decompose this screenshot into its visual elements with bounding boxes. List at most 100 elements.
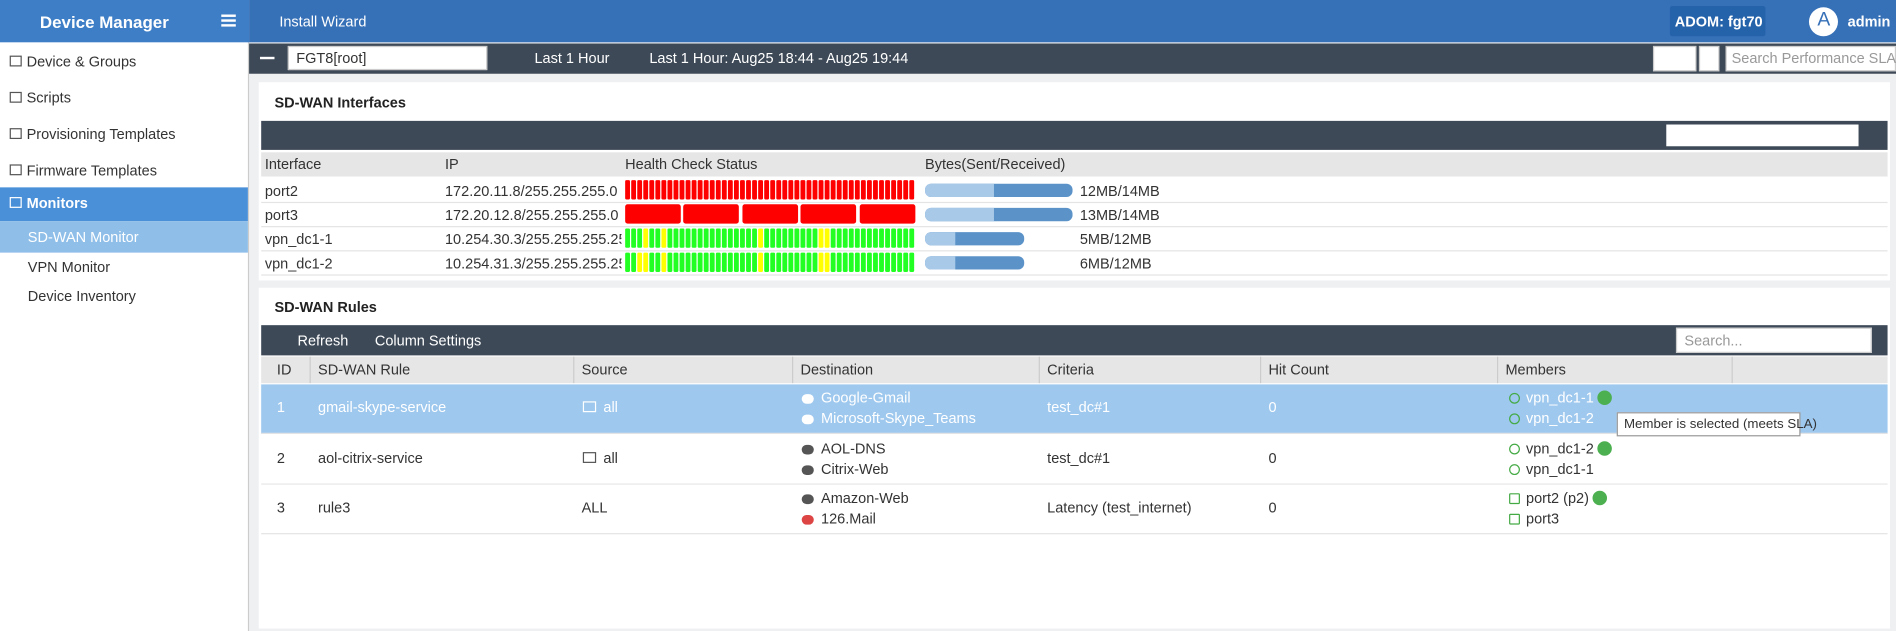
refresh[interactable]: Refresh [297, 332, 349, 350]
menu-icon [9, 197, 22, 208]
health-seg [733, 252, 739, 272]
menu-item[interactable]: Device & Groups [26, 53, 137, 71]
menu-item[interactable]: Scripts [26, 89, 71, 107]
health-seg [812, 228, 818, 248]
health-seg [643, 180, 649, 200]
column-header: IP [444, 155, 459, 173]
search[interactable] [1666, 124, 1859, 147]
tooltip-text: Member is selected (meets SLA) [1623, 417, 1817, 432]
health-seg [909, 252, 915, 272]
health-seg [788, 228, 794, 248]
health-seg [683, 204, 740, 224]
health-seg [903, 252, 909, 272]
sla-search[interactable] [1725, 45, 1896, 72]
health-seg [842, 180, 848, 200]
interface: vpn_dc1-1 [264, 230, 333, 248]
search[interactable] [1675, 327, 1872, 353]
interface: port2 [264, 182, 298, 200]
health-seg [866, 228, 872, 248]
health-seg [721, 252, 727, 272]
health-seg [859, 204, 915, 224]
bytes-sent [925, 183, 994, 198]
health-seg [909, 180, 915, 200]
health-seg [649, 228, 655, 248]
health-seg [764, 228, 770, 248]
destination-icon [801, 394, 814, 404]
health-seg [854, 252, 860, 272]
health-seg [727, 180, 733, 200]
sidebar-title[interactable]: Device Manager [39, 12, 169, 32]
range[interactable]: Last 1 Hour [534, 49, 610, 67]
health-seg [752, 252, 757, 272]
bytes-sent [925, 232, 956, 246]
health-seg [625, 204, 681, 224]
search-placeholder: Search... [1684, 332, 1743, 350]
toolbar [249, 43, 1896, 74]
destination: Citrix-Web [821, 459, 889, 477]
health-seg [873, 180, 878, 200]
health-seg [848, 252, 854, 272]
health-seg [673, 180, 679, 200]
health-seg [673, 252, 679, 272]
member: port2 (p2) [1526, 489, 1589, 507]
bytes: 12MB/14MB [1079, 182, 1160, 200]
sla-search-placeholder: Search Performance SLA [1731, 49, 1896, 67]
table-header [261, 356, 1888, 384]
source-icon [582, 401, 597, 413]
install-wizard[interactable]: Install Wizard [279, 13, 367, 31]
menu-icon[interactable] [221, 14, 236, 27]
hit-count: 0 [1268, 449, 1277, 466]
row-line [261, 226, 1888, 228]
row[interactable] [261, 484, 1888, 535]
column-separator [573, 356, 575, 384]
menu-item[interactable]: Provisioning Templates [26, 125, 176, 143]
dropdown-button[interactable] [1698, 45, 1720, 72]
selected-row[interactable] [261, 384, 1888, 434]
health-seg [715, 180, 721, 200]
adom-box[interactable] [1669, 6, 1766, 37]
health-seg [637, 180, 643, 200]
submenu-item[interactable]: SD-WAN Monitor [27, 228, 139, 246]
submenu-item[interactable]: Device Inventory [27, 287, 136, 305]
source: all [603, 449, 618, 466]
health-seg [854, 180, 860, 200]
health-seg [631, 180, 637, 200]
column-header: Hit Count [1268, 361, 1329, 379]
health-seg [879, 228, 884, 248]
health-seg [733, 228, 739, 248]
row-line [261, 201, 1888, 204]
health-seg [770, 252, 776, 272]
health-seg [649, 180, 655, 200]
user[interactable]: admin [1847, 13, 1891, 31]
health-seg [697, 252, 703, 272]
refresh-button[interactable] [1652, 45, 1697, 72]
row[interactable] [261, 434, 1888, 485]
menu-item[interactable]: Monitors [26, 194, 88, 212]
health-seg [625, 228, 630, 248]
device-select[interactable] [287, 45, 488, 71]
health-seg [776, 228, 782, 248]
health-seg [909, 228, 915, 248]
health-seg [691, 252, 697, 272]
sidebar-header [0, 0, 250, 43]
health-seg [709, 252, 715, 272]
back-arrow[interactable] [259, 56, 275, 60]
column-settings[interactable]: Column Settings [374, 332, 482, 350]
health-seg [758, 180, 764, 200]
sla-check [1597, 390, 1612, 405]
column-separator [1259, 356, 1262, 384]
ip: 10.254.30.3/255.255.255.255 [444, 230, 622, 248]
submenu-item[interactable]: VPN Monitor [27, 258, 111, 276]
health-seg [740, 180, 745, 200]
health-seg [625, 180, 630, 200]
health-seg [643, 252, 649, 272]
health-seg [643, 228, 649, 248]
health-seg [727, 252, 733, 272]
health-seg [770, 180, 776, 200]
health-seg [806, 180, 812, 200]
member: vpn_dc1-2 [1526, 439, 1594, 457]
rule-name: rule3 [318, 499, 351, 517]
panel-title: SD-WAN Rules [274, 298, 377, 316]
menu-item[interactable]: Firmware Templates [26, 161, 157, 179]
column-header: Bytes(Sent/Received) [925, 155, 1066, 173]
